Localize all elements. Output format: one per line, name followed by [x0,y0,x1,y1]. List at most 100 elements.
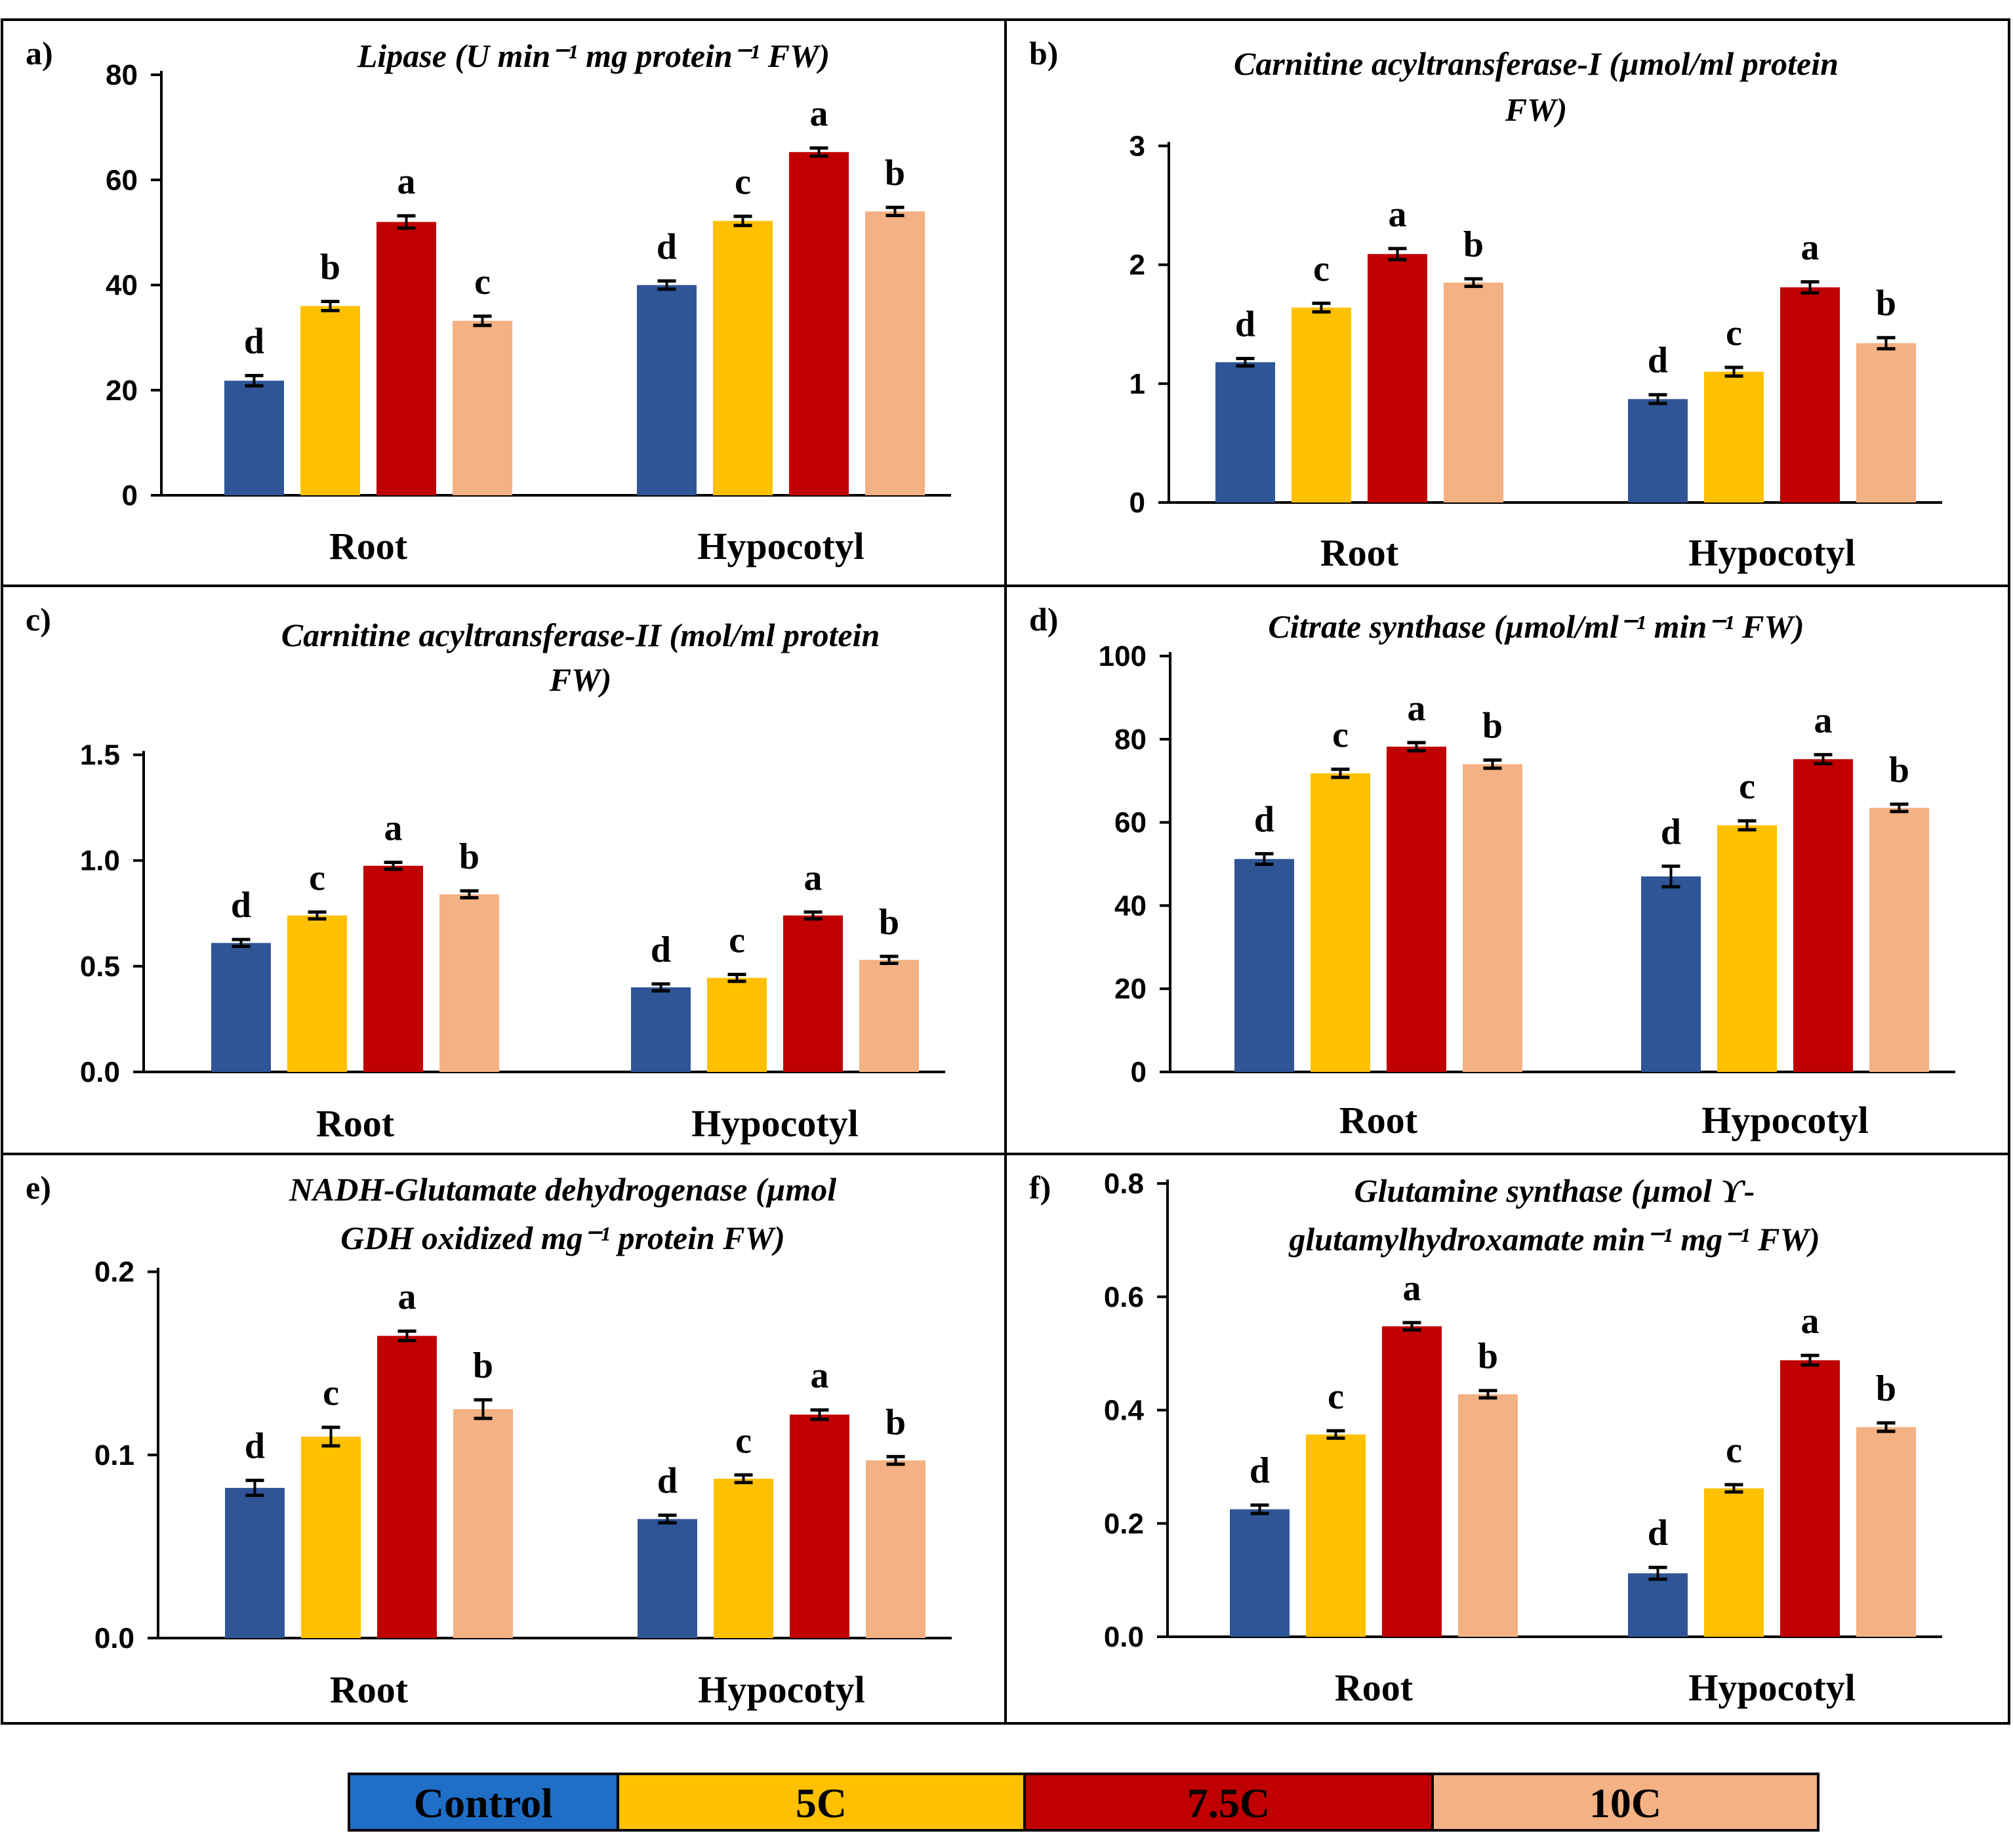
significance-letter: c [729,920,745,960]
y-tick-label: 1.5 [80,739,120,771]
bar-root-5c [301,1436,361,1638]
y-tick-label: 0.1 [94,1439,134,1471]
y-tick-label: 20 [1114,973,1147,1005]
panel-label: b) [1029,35,1058,72]
significance-letter: c [323,1373,339,1414]
bar-hypocotyl-10c [1869,808,1929,1072]
chart-title: GDH oxidized mg⁻¹ protein FW) [340,1220,785,1256]
bar-hypocotyl-5c [707,977,767,1072]
bar-root-7-5c [1382,1326,1442,1637]
bar-root-control [211,943,271,1072]
significance-letter: d [1254,799,1274,840]
bar-hypocotyl-control [1628,1573,1688,1637]
x-category-label: Hypocotyl [1688,1666,1856,1709]
x-category-label: Root [1339,1099,1418,1141]
bar-root-10c [453,320,512,495]
bar-root-5c [287,915,347,1072]
chart-panel-c: c) Carnitine acyltransferase-II (mol/ml p… [26,601,945,1145]
x-category-label: Root [316,1102,395,1145]
bar-hypocotyl-control [637,285,697,495]
chart-title: Carnitine acyltransferase-I (µmol/ml pro… [1234,45,1839,82]
significance-letter: b [885,1402,906,1443]
panel-label: a) [26,35,53,72]
y-tick-label: 0.0 [1104,1621,1144,1653]
bar-root-control [1230,1509,1290,1637]
bar-hypocotyl-control [1628,399,1688,503]
bar-hypocotyl-7-5c [783,915,843,1072]
significance-letter: c [1328,1376,1344,1417]
chart-title: Lipase (U min⁻¹ mg protein⁻¹ FW) [357,37,830,74]
bar-hypocotyl-7-5c [1793,759,1853,1072]
bar-hypocotyl-control [1641,876,1701,1072]
significance-letter: d [245,1426,265,1467]
bar-hypocotyl-control [631,987,691,1072]
chart-panel-d: d) Citrate synthase (µmol/ml⁻¹ min⁻¹ FW) 0… [1029,601,1955,1141]
y-tick-label: 0.6 [1104,1281,1144,1313]
significance-letter: b [1876,1368,1896,1409]
y-tick-label: 80 [1114,724,1147,756]
bar-root-control [225,1488,285,1638]
significance-letter: b [1482,706,1503,747]
bar-hypocotyl-7-5c [1780,287,1840,503]
bar-hypocotyl-10c [865,211,925,495]
significance-letter: d [657,226,677,267]
bar-root-7-5c [377,1336,437,1638]
bar-hypocotyl-7-5c [789,152,849,495]
y-tick-label: 0 [1129,487,1145,519]
significance-letter: a [398,1277,417,1317]
bar-hypocotyl-5c [713,220,773,495]
legend-label-7-5c: 7.5C [1187,1780,1270,1826]
legend-item-control: Control [348,1773,619,1832]
bar-hypocotyl-10c [1856,343,1916,503]
panel-label: e) [26,1169,51,1206]
x-category-label: Hypocotyl [697,525,864,567]
bar-root-control [1215,362,1275,503]
significance-letter: a [1801,1301,1820,1342]
bar-root-control [224,380,284,495]
legend-label-5c: 5C [796,1780,847,1826]
significance-letter: d [244,321,264,362]
legend-swatch-control [348,1773,619,1832]
chart-title: Citrate synthase (µmol/ml⁻¹ min⁻¹ FW) [1268,608,1804,645]
chart-title: glutamylhydroxamate min⁻¹ mg⁻¹ FW) [1288,1221,1820,1258]
significance-letter: d [1648,1513,1668,1553]
y-tick-label: 100 [1099,640,1147,672]
x-category-label: Hypocotyl [698,1668,865,1711]
x-category-label: Hypocotyl [1701,1099,1869,1141]
panel-label: c) [26,601,51,638]
panel-label: f) [1029,1169,1051,1206]
significance-letter: c [1332,715,1349,756]
y-tick-label: 20 [106,375,138,407]
bar-root-7-5c [376,222,436,495]
bar-root-10c [439,894,499,1072]
significance-letter: d [231,885,251,926]
significance-letter: a [1814,700,1833,741]
bar-hypocotyl-10c [866,1460,925,1638]
significance-letter: a [384,808,403,849]
y-tick-label: 0 [122,480,138,512]
legend-item-7-5c: 7.5C [1023,1773,1434,1832]
significance-letter: b [885,153,905,194]
chart-panel-e: e) NADH-Glutamate dehydrogenase (µmol GDH … [26,1169,952,1711]
significance-letter: a [1403,1268,1421,1309]
bar-hypocotyl-7-5c [1780,1360,1840,1637]
significance-letter: b [1463,224,1484,265]
bar-root-5c [300,306,360,495]
bar-root-5c [1291,307,1351,503]
bar-hypocotyl-5c [1704,1488,1764,1637]
bar-hypocotyl-7-5c [790,1414,849,1638]
significance-letter: c [1726,1430,1742,1471]
significance-letter: c [1726,313,1742,354]
panel-label: d) [1029,601,1058,638]
bar-hypocotyl-control [638,1519,697,1638]
x-category-label: Root [1335,1666,1413,1709]
significance-letter: c [735,1420,752,1461]
significance-letter: a [397,161,416,202]
bar-hypocotyl-5c [1704,371,1764,503]
y-tick-label: 1 [1129,368,1145,400]
significance-letter: b [1889,750,1909,791]
significance-letter: d [1648,340,1668,381]
significance-letter: c [1739,766,1755,807]
bar-root-7-5c [1368,254,1427,503]
